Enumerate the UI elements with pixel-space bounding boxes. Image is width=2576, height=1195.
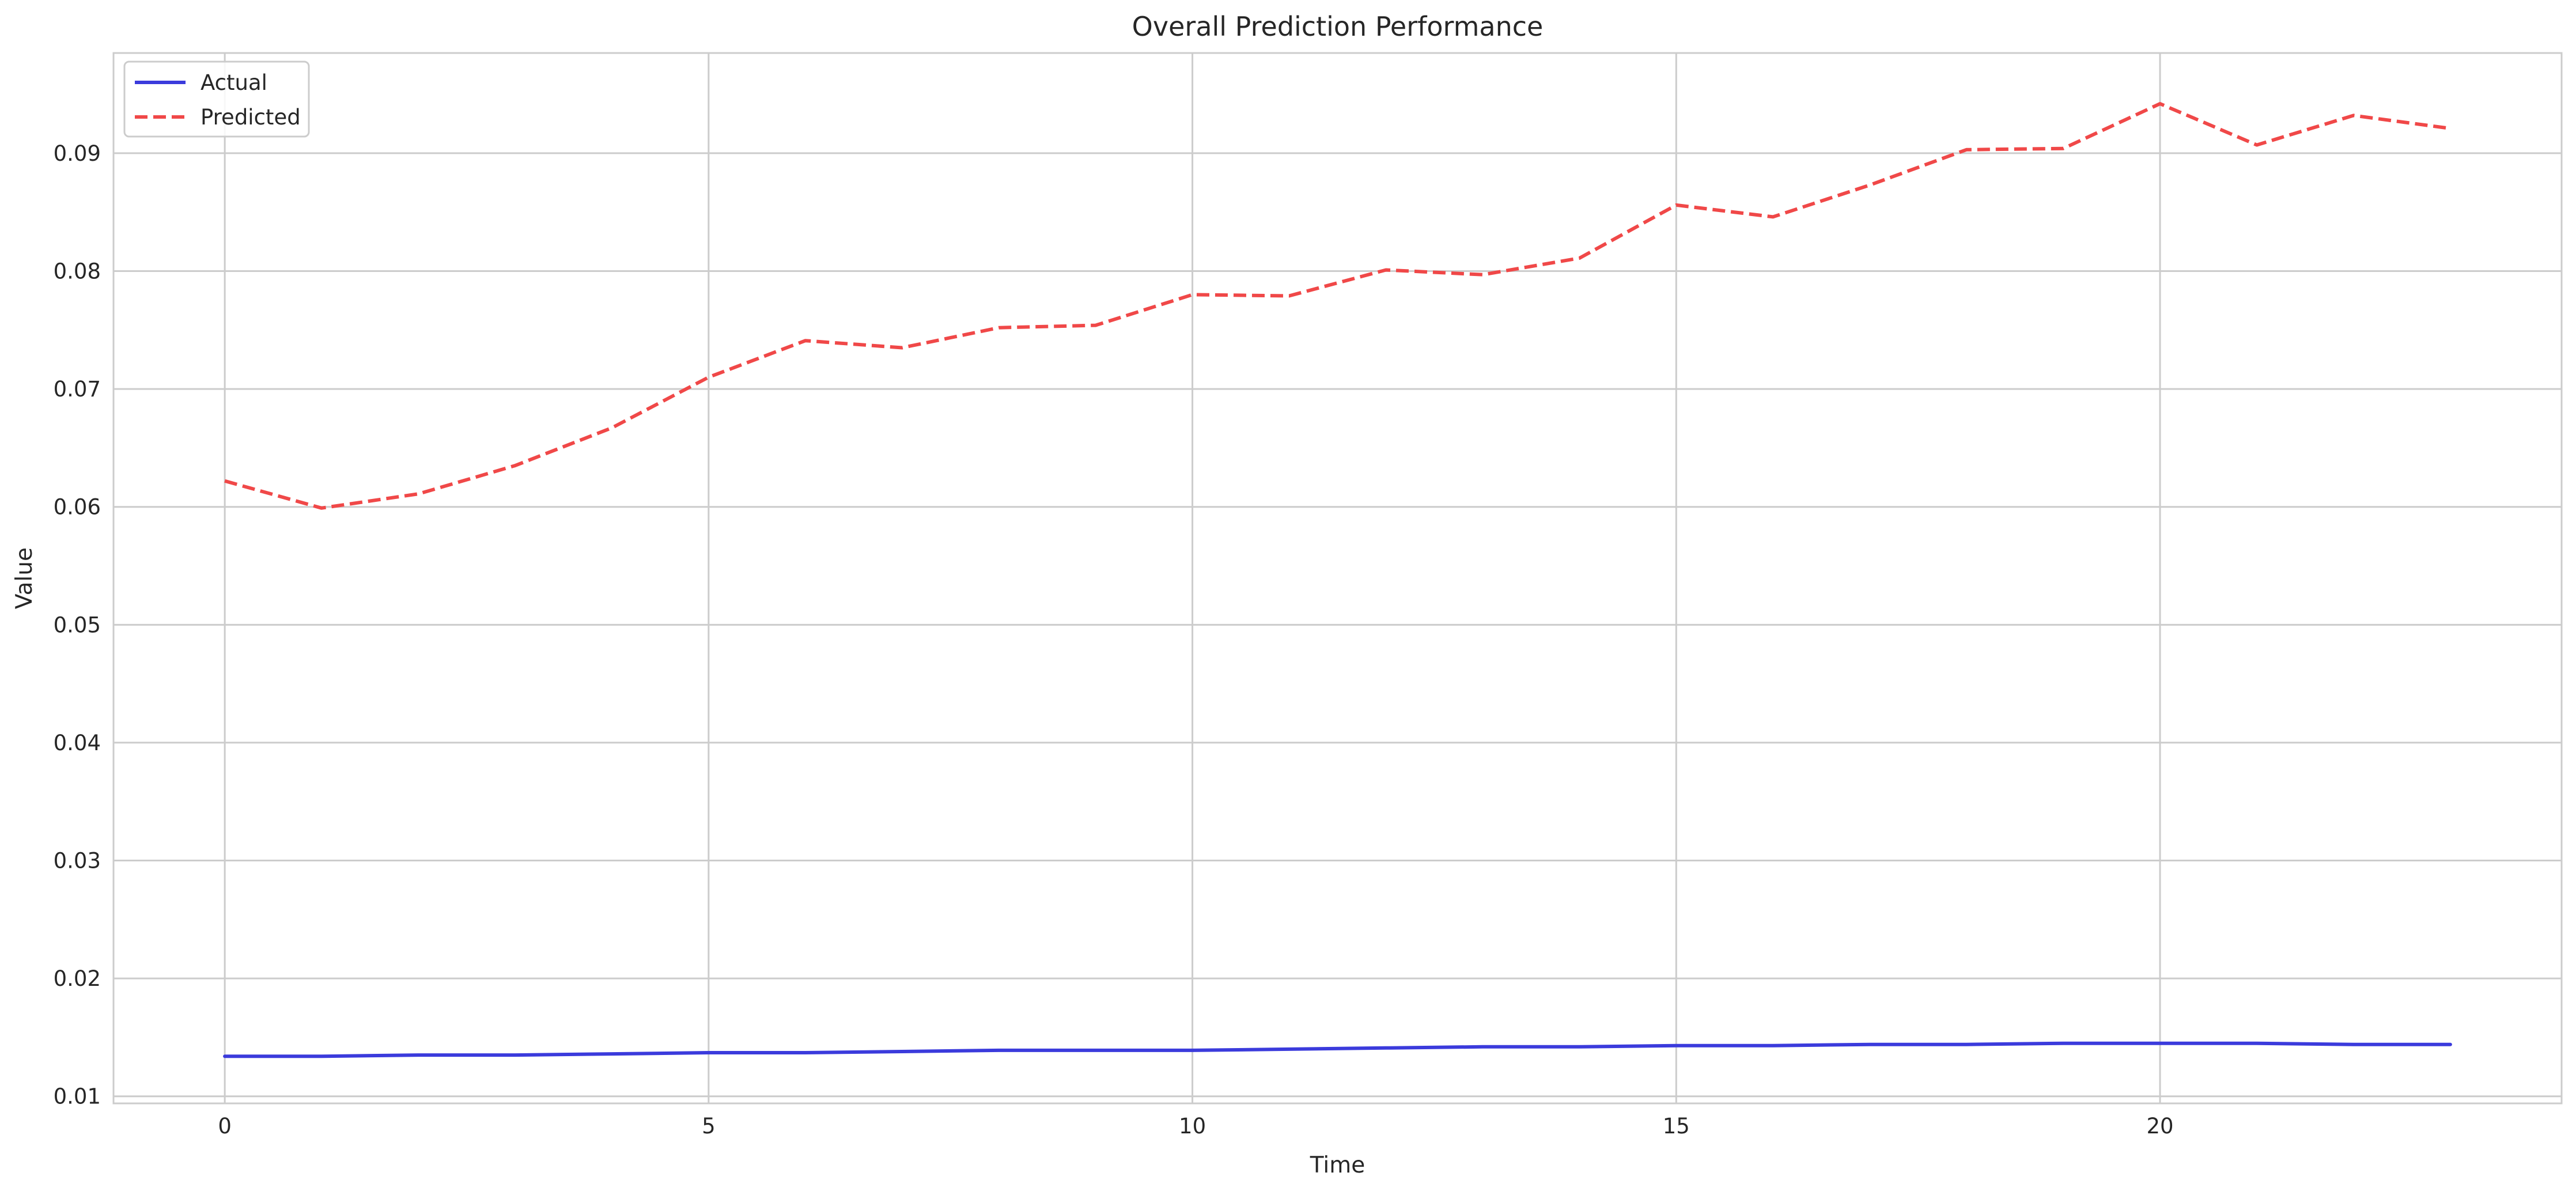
y-axis-label: Value [12, 547, 37, 609]
legend-label-actual: Actual [201, 70, 267, 95]
x-tick-label: 5 [702, 1114, 716, 1139]
y-tick-label: 0.08 [54, 259, 101, 284]
y-tick-label: 0.06 [54, 495, 101, 520]
y-tick-label: 0.07 [54, 377, 101, 402]
x-tick-label: 0 [218, 1114, 232, 1139]
series-lines [223, 102, 2452, 1058]
series-line-actual [223, 1041, 2452, 1058]
x-tick-label: 20 [2146, 1114, 2173, 1139]
y-tick-label: 0.04 [54, 731, 101, 755]
y-tick-label: 0.05 [54, 612, 101, 637]
legend-label-predicted: Predicted [201, 105, 301, 130]
x-tick-label: 10 [1179, 1114, 1206, 1139]
y-tick-label: 0.09 [54, 141, 101, 166]
x-tick-label: 15 [1663, 1114, 1690, 1139]
plot-frame [112, 52, 2563, 1105]
series-line-predicted [224, 102, 2451, 510]
legend: Actual Predicted [123, 60, 310, 138]
grid-lines [114, 53, 2562, 1103]
legend-box [123, 60, 310, 138]
y-tick-label: 0.02 [54, 966, 101, 991]
chart-title: Overall Prediction Performance [1132, 11, 1544, 42]
plot-area [114, 53, 2562, 1103]
tick-labels: 0 5 10 15 20 0.01 0.02 0.03 0.04 0.05 0.06 0.07 0.08… [54, 141, 2174, 1139]
x-axis-label: Time [1310, 1152, 1365, 1178]
y-tick-label: 0.01 [54, 1084, 101, 1109]
y-tick-label: 0.03 [54, 849, 101, 873]
